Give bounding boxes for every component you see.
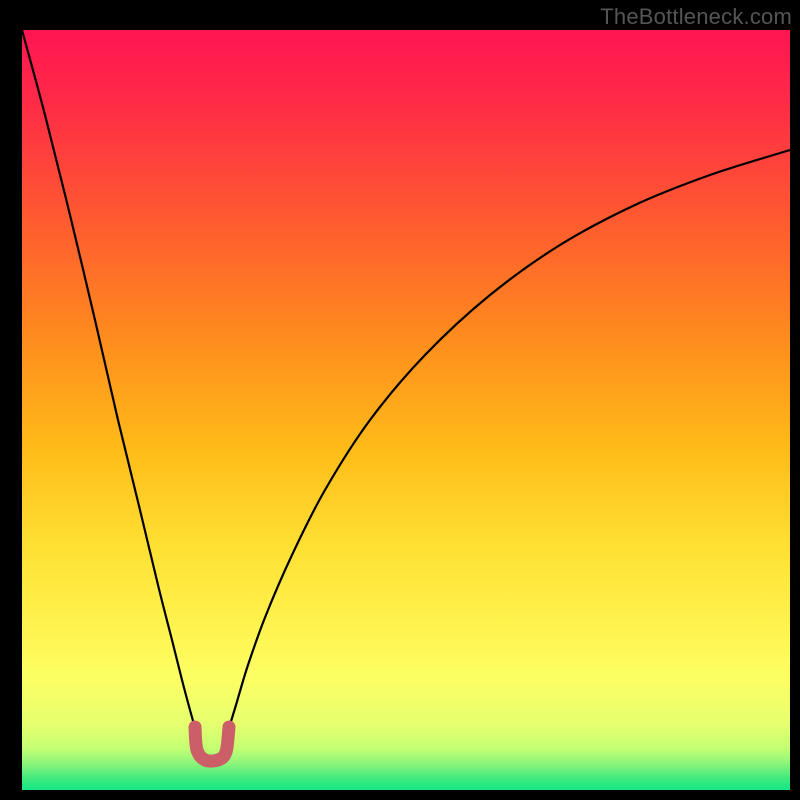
plot-area: [22, 30, 790, 790]
chart-svg: [0, 0, 800, 800]
watermark-text: TheBottleneck.com: [600, 4, 792, 30]
chart-root: TheBottleneck.com: [0, 0, 800, 800]
